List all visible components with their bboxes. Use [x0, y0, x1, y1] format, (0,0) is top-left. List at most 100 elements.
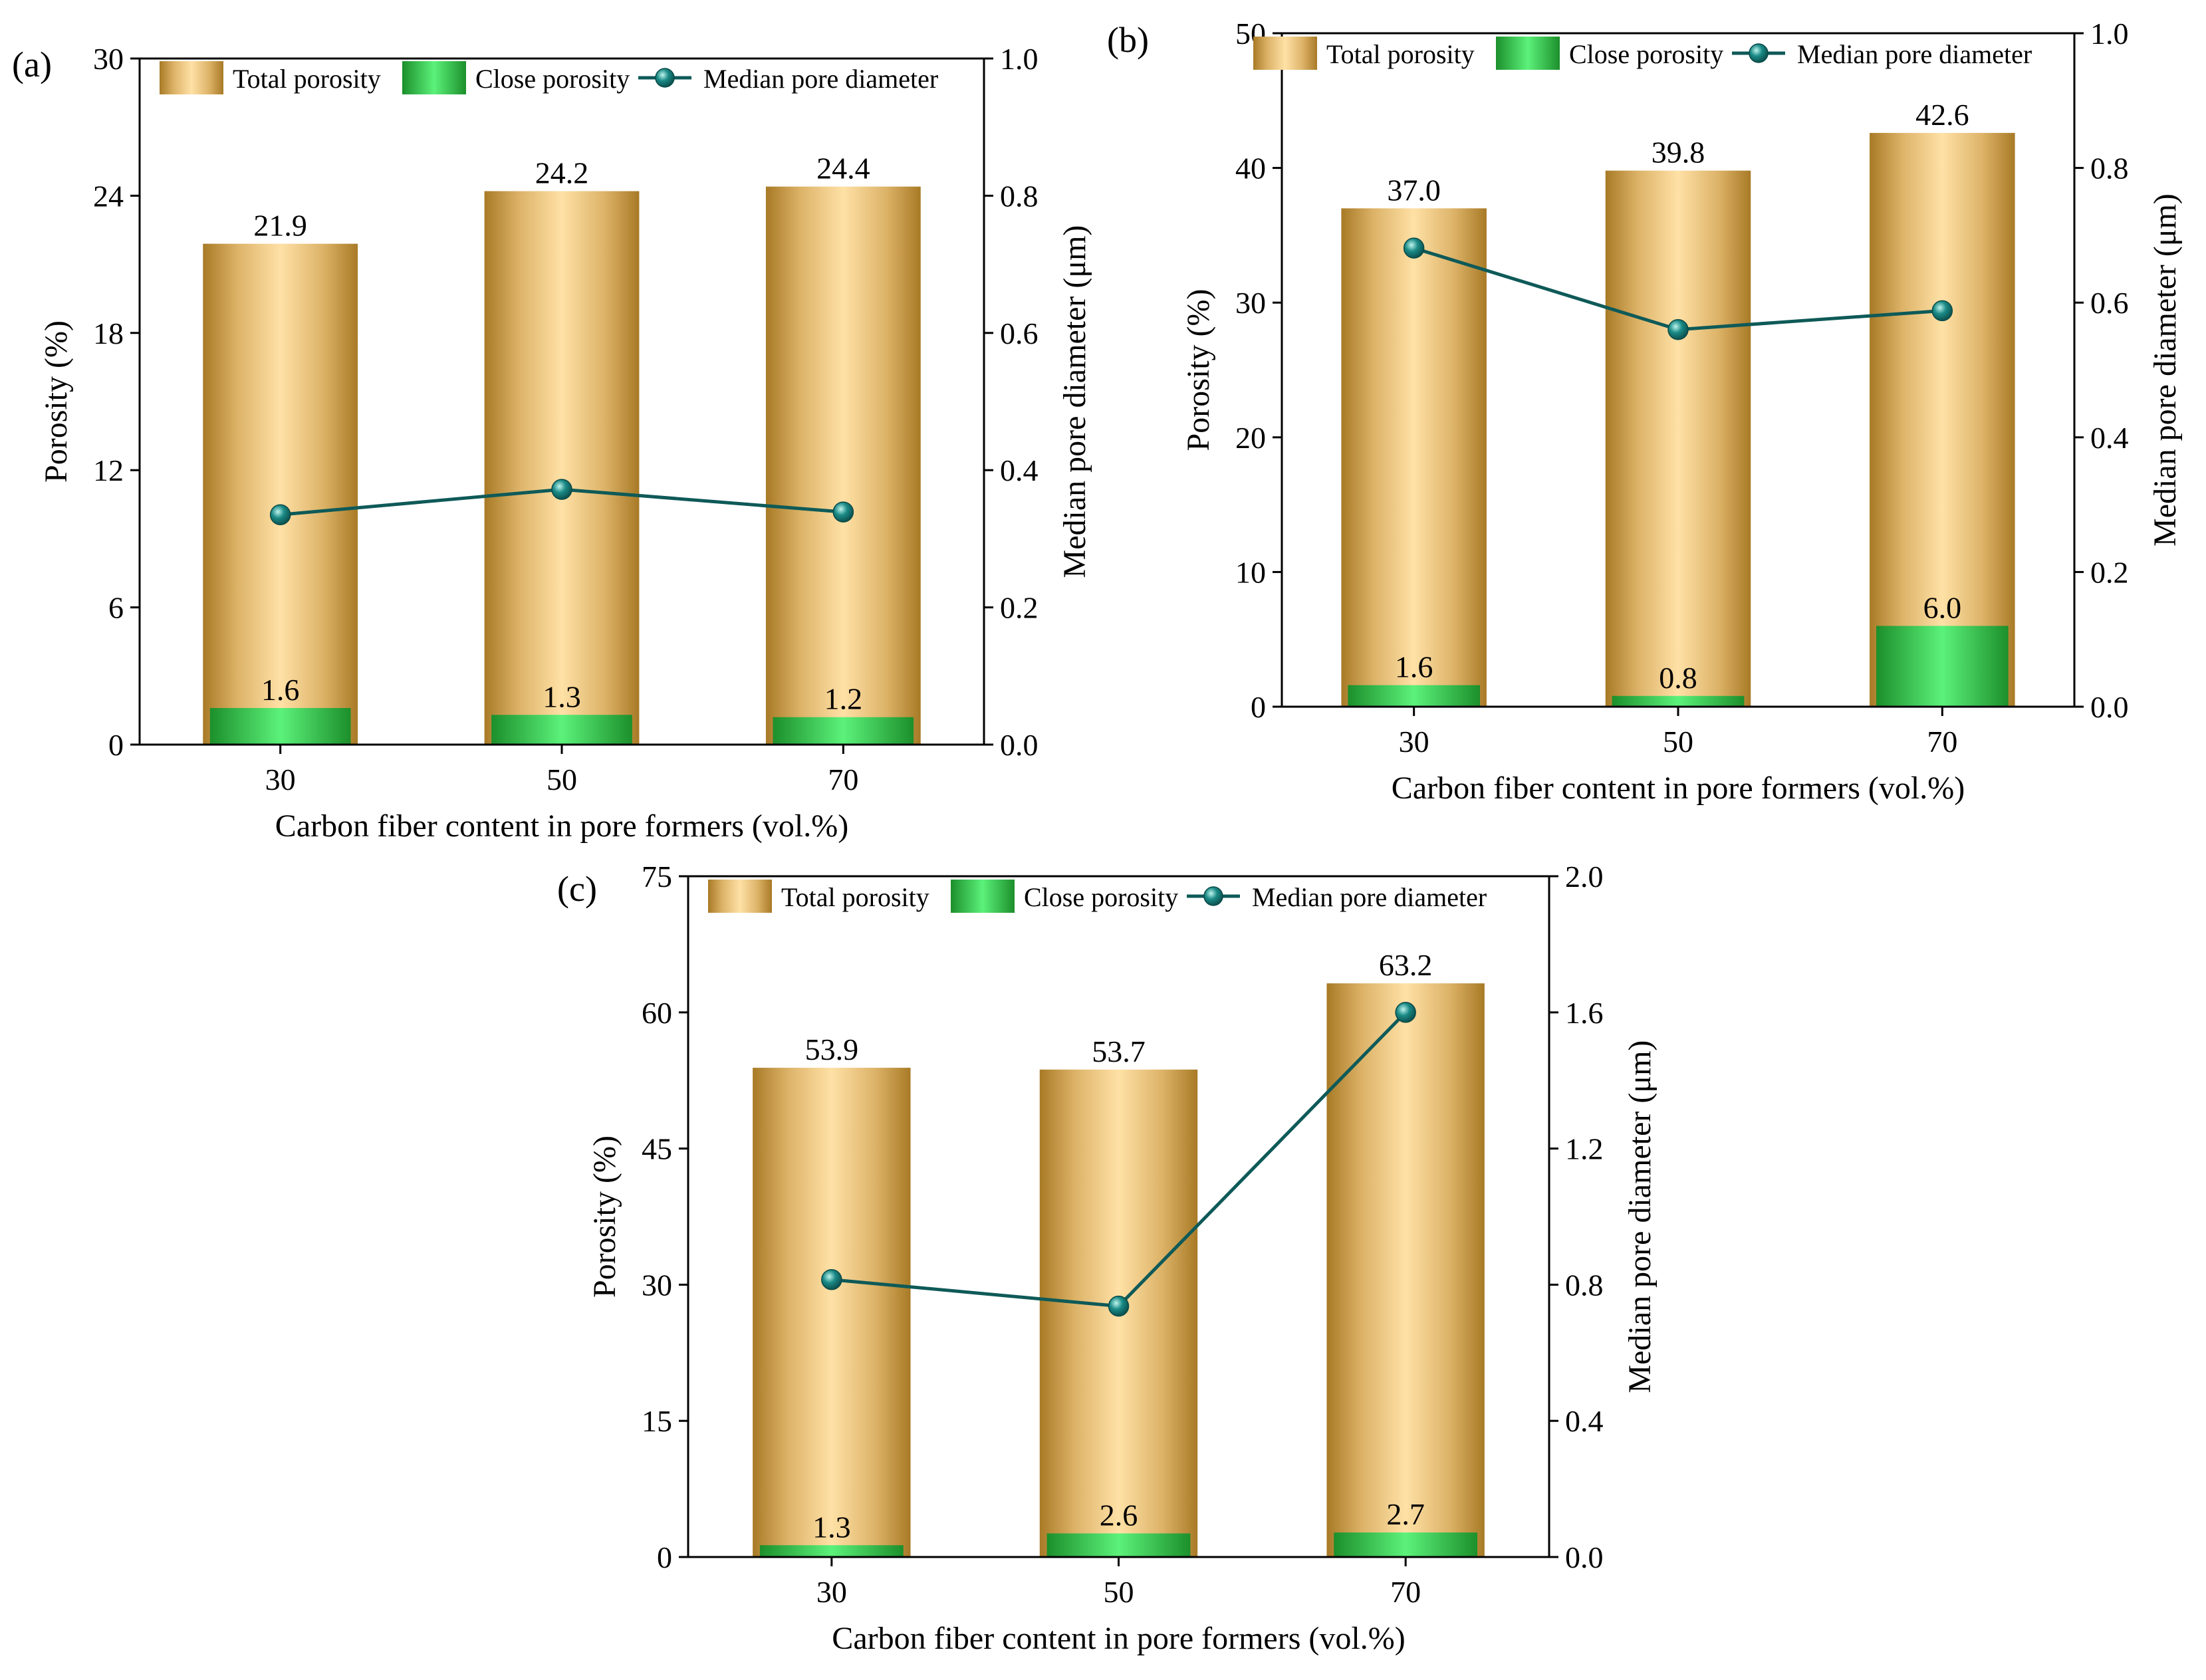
x-tick-label: 30 — [265, 763, 296, 796]
y2-tick-label: 1.0 — [1000, 42, 1039, 76]
y2-axis-title: Median pore diameter (μm) — [1622, 1040, 1657, 1393]
total-porosity-label: 21.9 — [253, 209, 307, 243]
y2-tick-label: 0.0 — [2090, 690, 2129, 724]
x-axis-title: Carbon fiber content in pore formers (vo… — [1392, 771, 1965, 806]
median-pore-diameter-point — [269, 504, 291, 526]
close-porosity-label: 1.6 — [261, 673, 300, 707]
y2-tick-label: 0.6 — [2090, 286, 2129, 320]
median-pore-diameter-point — [1931, 300, 1953, 322]
y-tick-label: 24 — [93, 179, 124, 213]
total-porosity-bar — [765, 186, 921, 745]
x-tick-label: 50 — [1104, 1575, 1134, 1609]
y-tick-label: 30 — [93, 42, 124, 76]
median-pore-diameter-point — [1108, 1295, 1130, 1317]
legend-label-total-porosity: Total porosity — [1326, 39, 1475, 69]
legend-label-total-porosity: Total porosity — [233, 64, 381, 94]
x-tick-label: 70 — [1390, 1575, 1421, 1609]
close-porosity-bar — [209, 707, 351, 745]
x-tick-label: 70 — [828, 763, 858, 796]
legend-label-median-pore-diameter: Median pore diameter — [1252, 882, 1487, 912]
y2-tick-label: 0.4 — [2090, 421, 2129, 455]
y-tick-label: 0 — [108, 728, 124, 762]
y-tick-label: 75 — [642, 860, 672, 894]
legend-label-median-pore-diameter: Median pore diameter — [1797, 39, 2032, 69]
close-porosity-label: 2.7 — [1386, 1497, 1425, 1531]
close-porosity-bar — [1348, 685, 1480, 707]
y-axis-title: Porosity (%) — [39, 320, 74, 483]
legend-label-total-porosity: Total porosity — [781, 882, 929, 912]
x-tick-label: 70 — [1927, 725, 1957, 759]
median-pore-diameter-point — [551, 479, 572, 500]
x-tick-label: 30 — [1399, 725, 1429, 759]
close-porosity-label: 6.0 — [1923, 590, 1962, 624]
close-porosity-label: 1.3 — [812, 1510, 851, 1544]
y-tick-label: 40 — [1235, 152, 1266, 185]
legend-label-close-porosity: Close porosity — [1024, 882, 1178, 912]
close-porosity-label: 1.6 — [1395, 650, 1433, 684]
y-tick-label: 0 — [657, 1540, 672, 1574]
y-tick-label: 12 — [93, 453, 124, 487]
panel-label: (a) — [12, 45, 52, 84]
legend: Total porosity Close porosity Median pore … — [1253, 37, 2032, 70]
y-tick-label: 18 — [93, 316, 124, 350]
y-axis-title: Porosity (%) — [1181, 289, 1216, 451]
median-pore-diameter-point — [821, 1268, 842, 1290]
y2-tick-label: 0.8 — [1000, 179, 1039, 213]
y-tick-label: 60 — [642, 996, 672, 1030]
legend-swatch-median-marker — [1749, 43, 1769, 63]
close-porosity-bar — [1046, 1533, 1191, 1557]
close-porosity-bar — [491, 715, 632, 745]
y-tick-label: 10 — [1235, 555, 1266, 589]
y2-tick-label: 0.6 — [1000, 316, 1039, 350]
legend-swatch-close-porosity — [402, 61, 466, 94]
y2-tick-label: 0.4 — [1565, 1404, 1604, 1438]
total-porosity-bar — [1870, 132, 2015, 707]
close-porosity-label: 0.8 — [1659, 661, 1697, 695]
close-porosity-label: 1.2 — [824, 682, 863, 716]
legend: Total porosity Close porosity Median pore … — [160, 61, 938, 94]
close-porosity-label: 2.6 — [1100, 1499, 1138, 1532]
panel-label: (c) — [557, 869, 597, 909]
y-tick-label: 6 — [108, 591, 124, 625]
total-porosity-bar — [1605, 170, 1751, 707]
y2-tick-label: 0.4 — [1000, 453, 1039, 487]
y2-tick-label: 0.0 — [1565, 1540, 1604, 1574]
legend: Total porosity Close porosity Median pore … — [708, 880, 1487, 913]
chart-panel-3: (c) 53.9 53.7 63.2 1.3 2.6 2.7 0 15 30 45 60 75 0.0 0.… — [557, 860, 1657, 1656]
legend-label-median-pore-diameter: Median pore diameter — [703, 64, 938, 94]
panel-label: (b) — [1107, 20, 1149, 60]
close-porosity-bar — [1876, 626, 2009, 707]
x-tick-label: 50 — [547, 763, 577, 796]
chart-panel-1: (a) 21.9 24.2 24.4 1.6 1.3 1.2 0 6 12 18 24 30 0.0 0.2… — [12, 42, 1092, 844]
y2-tick-label: 1.0 — [2090, 17, 2129, 51]
total-porosity-label: 39.8 — [1652, 136, 1705, 170]
x-tick-label: 30 — [816, 1575, 847, 1609]
total-porosity-label: 63.2 — [1379, 948, 1433, 982]
legend-label-close-porosity: Close porosity — [1569, 39, 1723, 69]
close-porosity-bar — [773, 717, 914, 745]
median-pore-diameter-point — [1403, 237, 1425, 259]
y2-tick-label: 0.2 — [2090, 555, 2129, 589]
total-porosity-label: 42.6 — [1915, 98, 1969, 132]
y-tick-label: 45 — [642, 1132, 672, 1166]
y2-tick-label: 0.0 — [1000, 728, 1039, 762]
median-pore-diameter-point — [1667, 318, 1689, 340]
y2-tick-label: 0.2 — [1000, 591, 1039, 625]
y2-tick-label: 1.2 — [1565, 1132, 1604, 1166]
close-porosity-bar — [1612, 695, 1745, 707]
total-porosity-bar — [203, 243, 358, 745]
y2-axis-title: Median pore diameter (μm) — [2147, 193, 2183, 546]
legend-label-close-porosity: Close porosity — [475, 64, 630, 94]
y-tick-label: 30 — [1235, 286, 1266, 320]
y-tick-label: 30 — [642, 1268, 672, 1302]
y-tick-label: 0 — [1251, 690, 1266, 724]
legend-swatch-close-porosity — [1496, 37, 1560, 70]
close-porosity-bar — [759, 1545, 904, 1557]
x-axis-title: Carbon fiber content in pore formers (vo… — [832, 1621, 1405, 1656]
y2-tick-label: 0.8 — [2090, 152, 2129, 185]
median-pore-diameter-point — [1395, 1002, 1416, 1023]
y-tick-label: 15 — [642, 1404, 672, 1438]
total-porosity-label: 37.0 — [1387, 173, 1441, 207]
legend-swatch-close-porosity — [951, 880, 1015, 913]
